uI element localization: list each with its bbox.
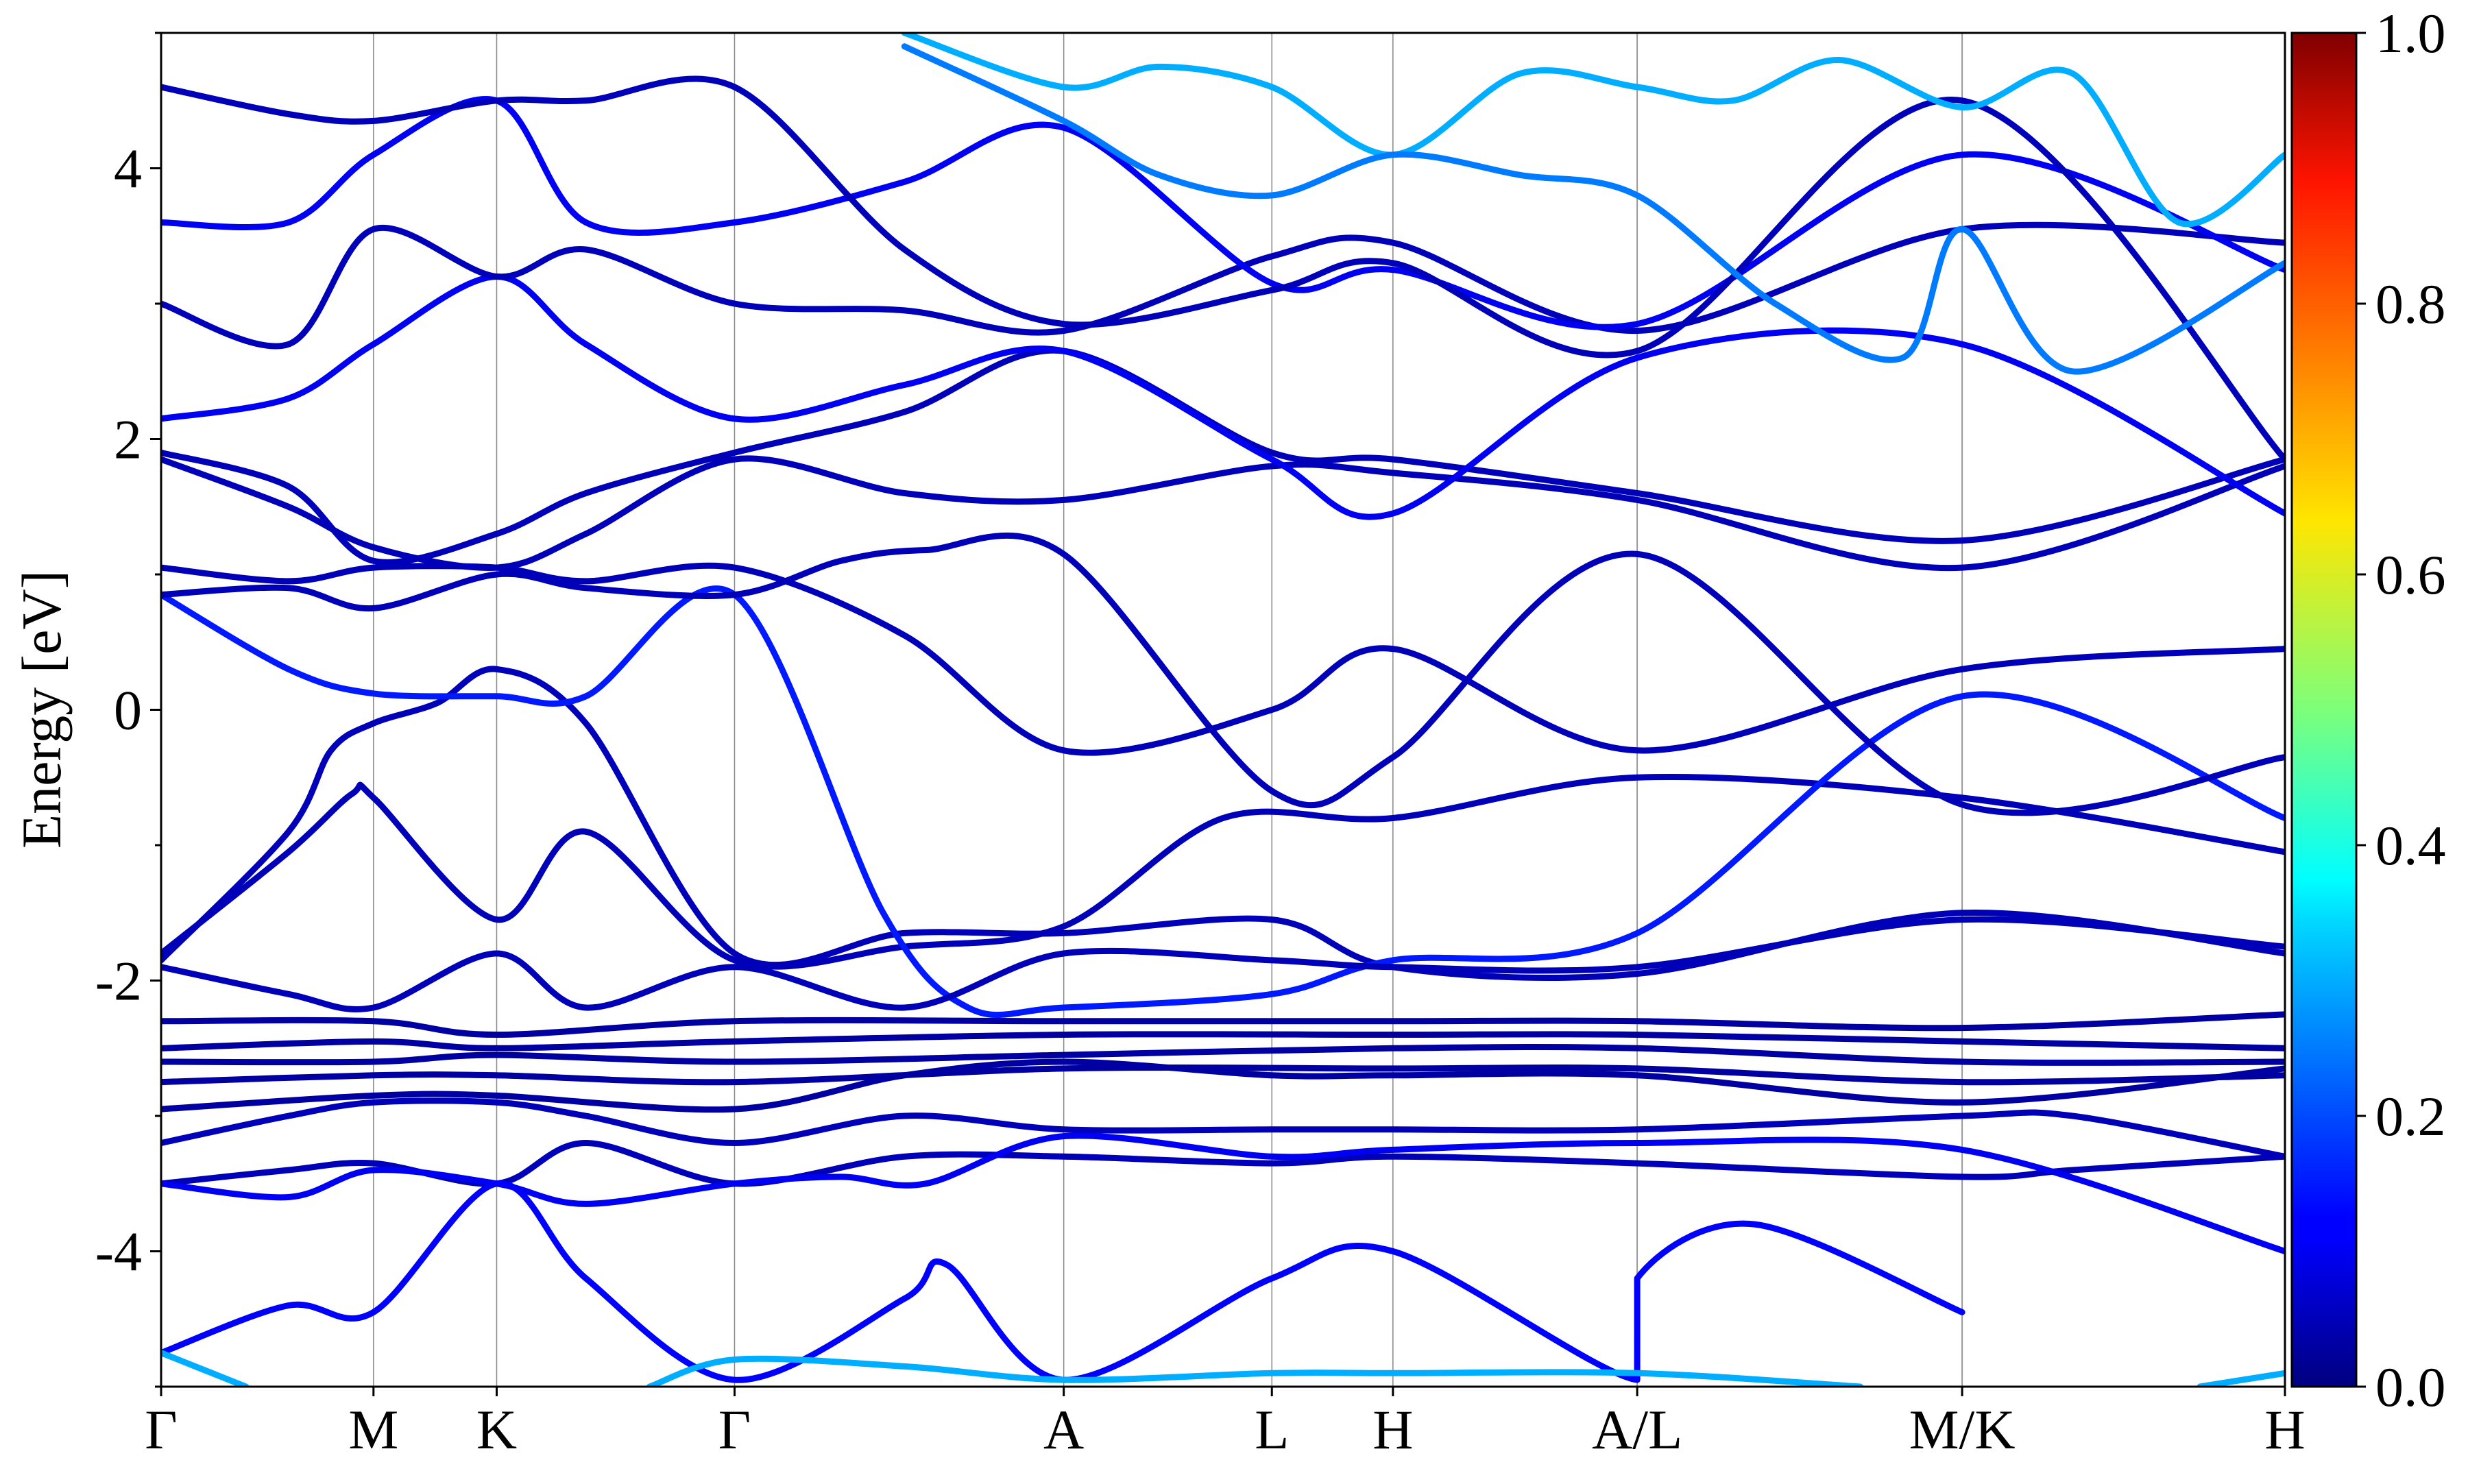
band-line	[161, 1132, 2285, 1254]
colorbar-ticks: 1.0 0.8 0.6 0.4 0.2 0.0	[2356, 2, 2446, 1418]
y-tick-label: -2	[95, 950, 142, 1012]
y-tick-label: 4	[114, 138, 142, 200]
band-line	[901, 43, 2285, 375]
y-tick-label: -4	[95, 1221, 142, 1283]
band-line	[161, 221, 2285, 350]
x-tick-label: L	[1255, 1398, 1289, 1461]
band-line	[901, 33, 2285, 228]
colorbar-gradient	[2290, 32, 2358, 1388]
x-axis-ticks: Γ M K Γ A L H A/L M/K H	[145, 1387, 2306, 1461]
kpoint-grid-lines	[373, 33, 1963, 1387]
band-line	[161, 1043, 2285, 1066]
band-line	[161, 1097, 2285, 1160]
x-tick-label: H	[2264, 1398, 2305, 1461]
y-tick-label: 0	[114, 679, 142, 742]
band-line	[161, 1011, 2285, 1038]
band-line	[161, 562, 2285, 756]
band-line	[161, 347, 2285, 565]
band-line	[161, 585, 2285, 1019]
colorbar-tick-label: 1.0	[2375, 2, 2446, 64]
band-line	[646, 1355, 1863, 1387]
band-lines	[161, 33, 2285, 1387]
band-line	[161, 1058, 2285, 1113]
y-axis-ticks: 4 2 0 -2 -4	[95, 32, 161, 1388]
band-line	[161, 1031, 2285, 1051]
x-tick-label: A	[1043, 1398, 1084, 1461]
y-axis-label: Energy [eV]	[10, 570, 73, 849]
x-tick-label: Γ	[145, 1398, 177, 1461]
band-line	[161, 666, 2285, 981]
colorbar-tick-label: 0.8	[2375, 273, 2446, 335]
x-tick-label: K	[476, 1398, 517, 1461]
band-line	[161, 75, 2285, 463]
band-line	[161, 455, 2285, 572]
x-tick-label: M/K	[1909, 1398, 2016, 1461]
y-tick-label: 2	[114, 409, 142, 471]
band-line	[2197, 1370, 2285, 1387]
x-tick-label: H	[1372, 1398, 1413, 1461]
band-line	[161, 273, 2285, 520]
band-line	[161, 773, 2285, 970]
band-line	[161, 96, 2285, 330]
colorbar-tick-label: 0.2	[2375, 1085, 2446, 1147]
band-line	[161, 1180, 1965, 1383]
colorbar-tick-label: 0.4	[2375, 814, 2446, 877]
colorbar: 1.0 0.8 0.6 0.4 0.2 0.0	[2290, 2, 2446, 1418]
colorbar-tick-label: 0.6	[2375, 544, 2446, 606]
x-tick-label: Γ	[718, 1398, 751, 1461]
band-line	[161, 532, 2285, 816]
colorbar-tick-label: 0.0	[2375, 1356, 2446, 1418]
band-line	[161, 916, 2285, 1012]
x-tick-label: A/L	[1592, 1398, 1682, 1461]
x-tick-label: M	[348, 1398, 398, 1461]
band-line	[161, 1350, 250, 1387]
